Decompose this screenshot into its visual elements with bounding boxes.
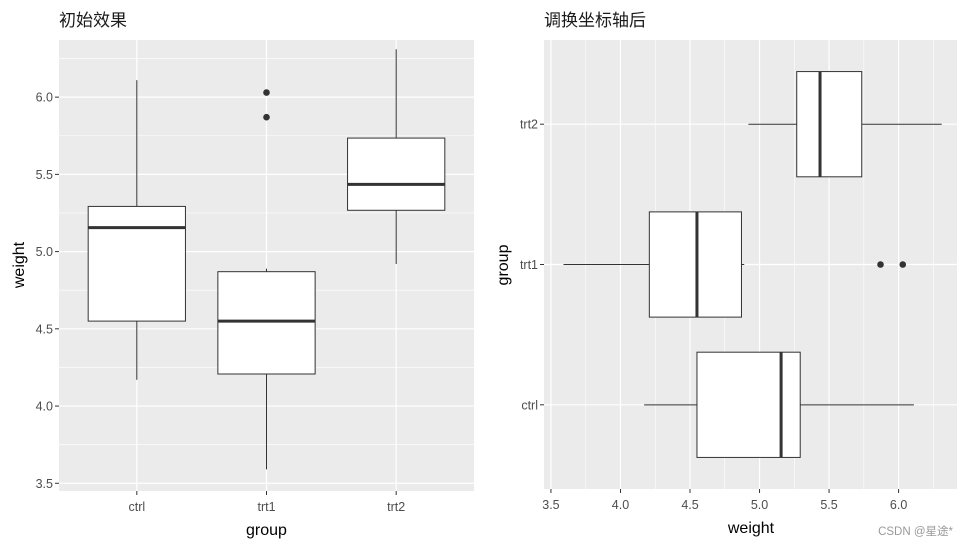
x-tick-label: 4.0	[612, 498, 629, 512]
box-trt1	[217, 89, 316, 470]
x-tick-label: trt2	[387, 500, 405, 514]
box-iqr	[217, 271, 316, 375]
boxes	[563, 71, 942, 458]
y-tick-label: trt1	[520, 258, 538, 272]
box-ctrl	[644, 351, 914, 458]
box-iqr	[648, 211, 742, 318]
y-tick-label: 3.5	[36, 477, 53, 491]
plot-horizontal-boxplot: 调换坐标轴后 ctrl trt1 trt2 3.5 4.0 4.5 5.0 5.5 6.0 w…	[495, 11, 957, 537]
x-tick-label: 5.0	[751, 498, 768, 512]
plot-title: 初始效果	[59, 11, 127, 31]
y-tick-label: 5.5	[36, 168, 53, 182]
x-tick-label: 6.0	[890, 498, 907, 512]
y-tick-label: ctrl	[521, 398, 538, 412]
y-axis: 3.5 4.0 4.5 5.0 5.5 6.0	[36, 91, 59, 491]
x-tick-label: 3.5	[542, 498, 559, 512]
box-ctrl	[87, 80, 186, 380]
boxes	[87, 49, 446, 470]
box-trt2	[748, 71, 942, 178]
box-iqr	[796, 71, 863, 178]
outlier-point	[899, 261, 907, 268]
y-tick-label: trt2	[520, 118, 538, 132]
outlier-point	[263, 113, 270, 121]
outlier-point	[263, 89, 270, 96]
x-tick-label: 5.5	[820, 498, 837, 512]
x-tick-label: ctrl	[128, 500, 145, 514]
plot-vertical-boxplot: 初始效果 3.5 4.0 4.5 5.0 5.5 6.0 ctrl trt1 trt2 gro…	[11, 11, 474, 539]
outlier-point	[877, 261, 884, 268]
x-axis: ctrl trt1 trt2	[128, 491, 405, 514]
y-axis-title: weight	[11, 241, 28, 289]
y-tick-label: 5.0	[36, 245, 53, 259]
watermark: CSDN @星途*	[878, 524, 953, 538]
x-axis: 3.5 4.0 4.5 5.0 5.5 6.0	[542, 489, 907, 512]
box-iqr	[87, 205, 186, 322]
y-tick-label: 6.0	[36, 91, 53, 105]
plot-title: 调换坐标轴后	[544, 11, 646, 31]
x-tick-label: trt1	[257, 500, 275, 514]
box-trt2	[347, 49, 446, 264]
y-tick-label: 4.5	[36, 322, 53, 336]
x-axis-title: group	[246, 522, 287, 539]
y-tick-label: 4.0	[36, 400, 53, 414]
x-tick-label: 4.5	[681, 498, 698, 512]
box-iqr	[347, 137, 446, 211]
box-iqr	[696, 351, 801, 458]
y-axis: ctrl trt1 trt2	[520, 118, 544, 412]
box-trt1	[563, 211, 907, 318]
x-axis-title: weight	[727, 520, 775, 537]
y-axis-title: group	[495, 244, 512, 285]
